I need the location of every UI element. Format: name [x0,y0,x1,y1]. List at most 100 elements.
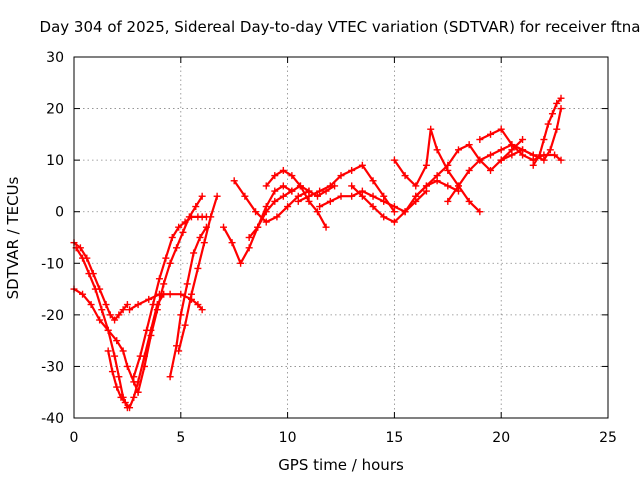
data-point [279,192,287,200]
data-point [196,234,204,241]
data-point [279,182,287,190]
data-point [175,347,183,355]
data-point [487,130,495,138]
series-track-3 [72,244,131,412]
data-point [123,362,131,370]
data-point [134,301,142,309]
data-point [271,187,279,195]
series-track-14 [294,161,398,216]
data-point [296,182,304,190]
data-point [166,259,174,267]
data-point [326,182,334,190]
data-point [166,290,174,298]
data-point [241,192,249,200]
data-point [136,352,144,360]
y-tick-label: 10 [46,153,64,169]
grid-lines [74,57,608,418]
data-point [228,239,236,247]
data-point [106,311,114,319]
data-point [422,182,430,190]
x-tick-labels: 0 5 10 15 20 25 [70,430,617,446]
data-point [262,182,270,190]
data-point [390,156,398,164]
data-point [358,192,366,200]
data-point [508,151,516,159]
data-point [121,399,129,407]
data-point [337,172,345,180]
data-point [271,197,279,205]
data-point [369,203,377,211]
data-point [262,208,270,216]
data-point [119,347,127,355]
data-point [119,306,127,314]
series-track-6 [130,213,210,381]
series-track-7 [134,192,206,396]
data-point [113,337,121,345]
data-point [444,197,452,205]
data-point [358,161,366,169]
data-point [551,151,559,159]
data-point [168,234,176,241]
data-point [134,388,142,396]
data-point [444,161,452,169]
data-point [153,306,161,314]
data-point [187,290,195,298]
data-point [390,203,398,211]
data-point [326,197,334,205]
data-point [422,161,430,169]
data-point [271,172,279,180]
data-point [115,373,123,381]
data-point [380,213,388,221]
data-point [126,306,134,314]
data-point [175,223,183,231]
data-point [557,105,565,113]
y-tick-label: -40 [41,411,64,427]
data-point [117,393,125,401]
data-point [314,208,322,216]
data-point [314,192,322,200]
series-track-8 [166,223,210,381]
data-point [104,326,112,334]
x-tick-label: 20 [492,430,510,446]
data-point [245,244,253,252]
data-point [123,301,131,309]
data-point [284,203,292,211]
data-point [544,120,552,128]
y-tick-labels: -40 -30 -20 -10 0 10 20 30 [41,50,64,427]
data-point [160,280,168,288]
data-point [145,295,153,303]
data-point [237,259,245,267]
data-point [412,192,420,200]
data-point [294,197,302,205]
data-point [185,213,193,221]
data-point [369,177,377,185]
data-point [454,146,462,154]
data-point [557,156,565,164]
data-point [519,146,527,154]
data-point [487,151,495,159]
series-line [233,179,311,224]
data-point [190,249,198,257]
data-point [179,228,187,236]
data-point [262,218,270,226]
data-point [213,192,221,200]
data-point [115,311,123,319]
data-point [369,192,377,200]
series-track-5 [126,290,206,314]
x-axis-title: GPS time / hours [278,456,404,474]
data-point [155,275,163,283]
data-point [401,208,409,216]
data-point [79,254,87,262]
data-point [497,146,505,154]
data-point [273,213,281,221]
data-point [79,290,87,298]
data-point [130,373,138,381]
series-track-17 [390,125,484,216]
data-point [279,166,287,174]
data-point [220,223,228,231]
data-point [348,166,356,174]
data-point [444,182,452,190]
data-point [553,99,561,107]
data-point [316,203,324,211]
series-line [265,169,328,229]
